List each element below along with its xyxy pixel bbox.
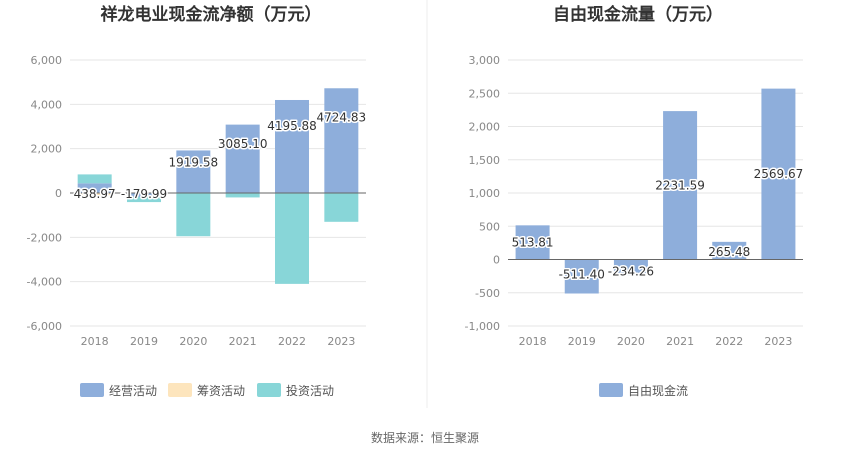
y-tick-label: 3,000 [469, 54, 501, 67]
free-cash-flow-chart: 自由现金流量（万元） 3,000 2,500 2,000 1,500 1,000 500 0 -… [465, 4, 805, 398]
legend-swatch [80, 383, 104, 397]
y-tick-label: 0 [493, 254, 500, 267]
x-tick-label: 2021 [229, 335, 257, 348]
data-label: 1919.58 [169, 155, 219, 169]
y-tick-label: 500 [479, 220, 500, 233]
legend-swatch [599, 383, 623, 397]
data-label: -179.99 [121, 187, 167, 201]
x-tick-label: 2022 [715, 335, 743, 348]
y-tick-label: -2,000 [27, 231, 62, 244]
cash-flow-chart: 祥龙电业现金流净额（万元） 6,000 4,000 2,000 0 -2,000 -4,00… [27, 4, 368, 398]
x-tick-label: 2021 [666, 335, 694, 348]
legend-label: 自由现金流 [628, 383, 688, 398]
data-source: 数据来源：恒生聚源 [371, 430, 479, 445]
bar [225, 124, 260, 193]
data-label: 513.81 [512, 235, 554, 249]
bar [176, 150, 211, 193]
data-label: 3085.10 [218, 137, 268, 151]
y-tick-label: 2,000 [31, 143, 63, 156]
x-tick-label: 2019 [568, 335, 596, 348]
x-tick-label: 2018 [81, 335, 109, 348]
bar [712, 241, 747, 260]
x-tick-label: 2023 [327, 335, 355, 348]
y-tick-label: -4,000 [27, 276, 62, 289]
y-tick-label: -6,000 [27, 320, 62, 333]
data-label: 2569.67 [754, 167, 804, 181]
bar [275, 99, 309, 193]
legend-label: 经营活动 [109, 384, 157, 398]
data-label: 438.97 [74, 187, 116, 201]
y-tick-label: 1,500 [469, 154, 501, 167]
bar [275, 193, 309, 284]
legend-swatch [168, 383, 192, 397]
data-label: -511.40 [559, 268, 605, 282]
data-label: 4724.83 [317, 111, 367, 125]
legend-label: 投资活动 [286, 383, 334, 398]
bar [663, 111, 698, 260]
y-tick-label: 2,500 [469, 87, 501, 100]
x-tick-label: 2018 [519, 335, 547, 348]
legend-swatch [257, 383, 281, 397]
bar [324, 88, 359, 193]
bar [77, 183, 112, 193]
bar [613, 259, 648, 276]
x-tick-label: 2022 [278, 335, 306, 348]
bar [176, 193, 211, 237]
data-label: 265.48 [708, 245, 750, 259]
data-label: -234.26 [608, 264, 654, 278]
y-tick-label: 6,000 [31, 54, 63, 67]
bar [761, 88, 796, 260]
data-label: 2231.59 [655, 178, 705, 192]
y-tick-label: 4,000 [31, 98, 63, 111]
y-tick-label: 0 [55, 187, 62, 200]
bar [225, 193, 260, 198]
bar [515, 225, 550, 260]
bar [77, 193, 112, 196]
y-tick-label: 1,000 [469, 187, 501, 200]
bar [324, 193, 359, 222]
x-tick-label: 2020 [617, 335, 645, 348]
x-tick-label: 2020 [179, 335, 207, 348]
y-tick-label: -500 [475, 287, 500, 300]
bar [77, 174, 112, 184]
x-tick-label: 2019 [130, 335, 158, 348]
bar [564, 259, 599, 294]
y-tick-label: -1,000 [465, 320, 500, 333]
x-tick-label: 2023 [764, 335, 792, 348]
bar [127, 196, 161, 203]
chart-title: 祥龙电业现金流净额（万元） [101, 4, 322, 25]
y-tick-label: 2,000 [469, 121, 501, 134]
bar [127, 193, 161, 197]
chart-title: 自由现金流量（万元） [553, 4, 723, 25]
data-label: 4195.88 [267, 119, 317, 133]
legend-label: 筹资活动 [197, 384, 245, 398]
